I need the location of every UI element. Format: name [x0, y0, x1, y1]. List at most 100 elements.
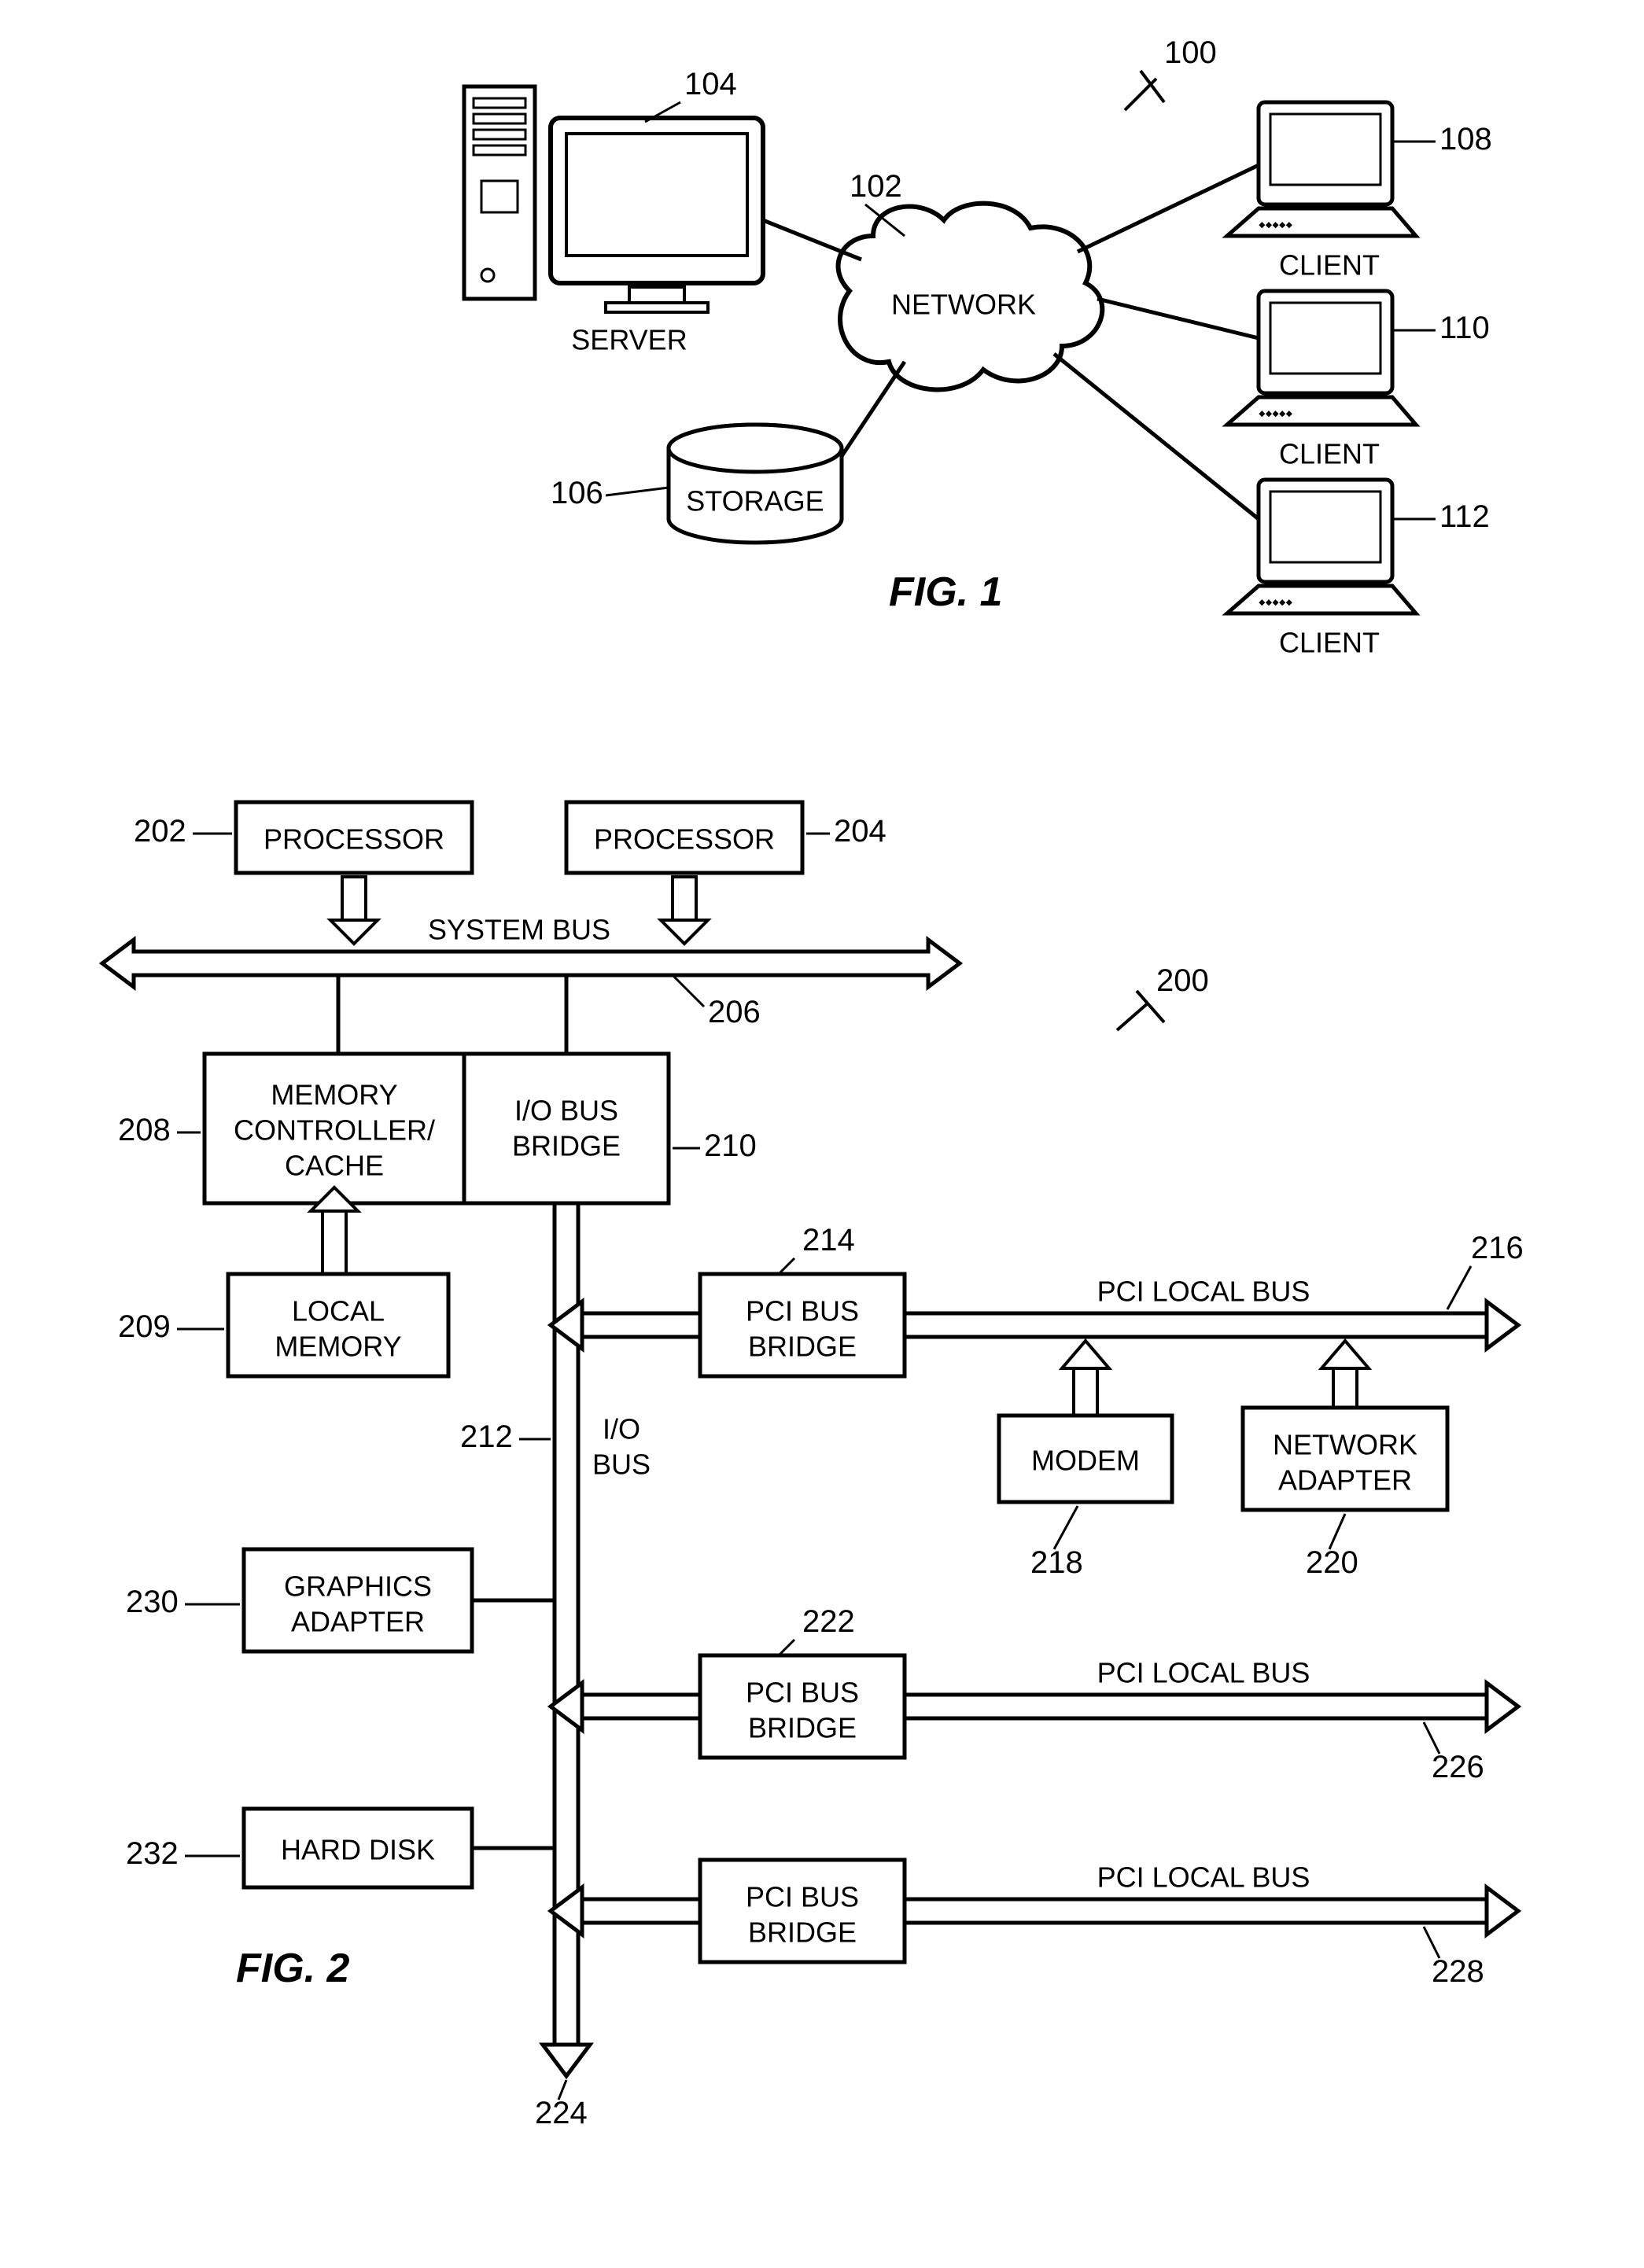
ref-206: 206 — [708, 995, 761, 1029]
client-3: ⬩⬩⬩⬩⬩ — [1227, 480, 1416, 613]
pci-local-bus-3 — [905, 1887, 1518, 1935]
leader-106 — [606, 488, 669, 495]
client-1: ⬩⬩⬩⬩⬩ — [1227, 102, 1416, 236]
modem-label: MODEM — [1031, 1445, 1140, 1477]
ref-232: 232 — [126, 1836, 179, 1871]
leader-220 — [1329, 1514, 1345, 1549]
pci-local-bus-2 — [905, 1683, 1518, 1730]
ref-230: 230 — [126, 1585, 179, 1619]
ref-210: 210 — [704, 1128, 757, 1163]
pci-local-bus-1 — [905, 1302, 1518, 1349]
ref-102: 102 — [850, 169, 902, 204]
tick-200 — [1117, 1003, 1148, 1030]
client1-label: CLIENT — [1279, 249, 1380, 282]
svg-text:⬩⬩⬩⬩⬩: ⬩⬩⬩⬩⬩ — [1259, 591, 1293, 613]
figure-1: 100 SERVER 104 NETWORK 102 STORAGE 106 — [464, 35, 1492, 659]
leader-206 — [673, 975, 704, 1007]
network-label: NETWORK — [891, 289, 1036, 321]
ref-220: 220 — [1306, 1545, 1358, 1580]
pci-local3-label: PCI LOCAL BUS — [1097, 1861, 1310, 1894]
io-bridge-box — [464, 1054, 669, 1203]
ref-226: 226 — [1432, 1750, 1484, 1784]
pci-bridge2-l1: PCI BUS — [746, 1677, 859, 1709]
ref-108: 108 — [1439, 122, 1492, 156]
svg-text:⬩⬩⬩⬩⬩: ⬩⬩⬩⬩⬩ — [1259, 403, 1293, 424]
leader-216 — [1447, 1266, 1471, 1309]
client2-label: CLIENT — [1279, 438, 1380, 470]
arrow-io-pci2 — [551, 1683, 700, 1730]
pci-bridge3-l1: PCI BUS — [746, 1881, 859, 1913]
graphics-l2: ADAPTER — [291, 1606, 425, 1638]
io-bus-l1: I/O — [603, 1413, 640, 1445]
client-2: ⬩⬩⬩⬩⬩ — [1227, 291, 1416, 425]
hard-disk-label: HARD DISK — [281, 1834, 435, 1866]
ref-200: 200 — [1156, 963, 1209, 998]
ref-112: 112 — [1439, 499, 1490, 534]
ref-212: 212 — [460, 1419, 513, 1454]
system-bus — [102, 940, 960, 987]
net-adapter-l1: NETWORK — [1273, 1429, 1417, 1461]
processor2-label: PROCESSOR — [594, 823, 775, 856]
server-label: SERVER — [571, 324, 687, 356]
line-net-c2 — [1097, 299, 1259, 338]
pci-bridge1-l1: PCI BUS — [746, 1295, 859, 1327]
io-bridge-l2: BRIDGE — [512, 1130, 621, 1162]
processor1-label: PROCESSOR — [264, 823, 444, 856]
ref-204: 204 — [834, 814, 887, 849]
ref-224: 224 — [535, 2096, 588, 2130]
leader-222 — [779, 1640, 794, 1655]
ref-110: 110 — [1439, 311, 1490, 345]
mem-ctrl-l2: CONTROLLER/ — [234, 1114, 435, 1147]
arrow-io-pci3 — [551, 1887, 700, 1935]
local-mem-l2: MEMORY — [275, 1331, 401, 1363]
arrow-io-pci1 — [551, 1302, 700, 1349]
ref-104: 104 — [684, 67, 737, 101]
arrow-netadapter — [1321, 1341, 1369, 1408]
leader-228 — [1424, 1927, 1439, 1958]
arrow-modem — [1062, 1341, 1109, 1416]
tick-100b — [1141, 71, 1164, 102]
net-adapter-l2: ADAPTER — [1278, 1464, 1412, 1497]
ref-218: 218 — [1030, 1545, 1083, 1580]
ref-228: 228 — [1432, 1954, 1484, 1989]
leader-218 — [1054, 1506, 1078, 1549]
pci-bridge2-l2: BRIDGE — [748, 1712, 857, 1744]
figure-2: 200 PROCESSOR 202 PROCESSOR 204 SYSTEM B… — [102, 802, 1524, 2130]
line-storage-network — [842, 362, 905, 456]
io-bridge-l1: I/O BUS — [514, 1095, 618, 1127]
io-bus-l2: BUS — [592, 1449, 651, 1481]
mem-ctrl-l3: CACHE — [285, 1150, 384, 1182]
pci-local1-label: PCI LOCAL BUS — [1097, 1276, 1310, 1308]
leader-226 — [1424, 1722, 1439, 1754]
mem-ctrl-l1: MEMORY — [271, 1079, 397, 1111]
storage-label: STORAGE — [686, 485, 824, 517]
pci-bridge1-l2: BRIDGE — [748, 1331, 857, 1363]
ref-202: 202 — [134, 814, 186, 849]
storage-icon — [669, 425, 842, 543]
local-mem-l1: LOCAL — [292, 1295, 385, 1327]
line-net-c1 — [1078, 165, 1259, 252]
svg-text:⬩⬩⬩⬩⬩: ⬩⬩⬩⬩⬩ — [1259, 214, 1293, 235]
fig2-title: FIG. 2 — [236, 1946, 350, 1991]
system-bus-label: SYSTEM BUS — [428, 914, 610, 946]
ref-100: 100 — [1164, 35, 1217, 70]
pci-bridge3-l2: BRIDGE — [748, 1916, 857, 1949]
leader-214 — [779, 1258, 794, 1274]
server-icon — [464, 87, 763, 312]
fig1-title: FIG. 1 — [889, 569, 1002, 615]
client3-label: CLIENT — [1279, 627, 1380, 659]
ref-222: 222 — [802, 1604, 855, 1639]
ref-209: 209 — [118, 1309, 171, 1344]
page: 100 SERVER 104 NETWORK 102 STORAGE 106 — [0, 0, 1644, 2268]
line-net-c3 — [1054, 354, 1259, 519]
ref-216: 216 — [1471, 1231, 1524, 1265]
diagram-svg: 100 SERVER 104 NETWORK 102 STORAGE 106 — [0, 0, 1644, 2268]
arrow-p1-bus — [330, 877, 378, 944]
ref-214: 214 — [802, 1223, 855, 1257]
ref-208: 208 — [118, 1113, 171, 1147]
pci-local2-label: PCI LOCAL BUS — [1097, 1657, 1310, 1689]
line-server-network — [763, 220, 861, 260]
arrow-p2-bus — [661, 877, 708, 944]
ref-106: 106 — [551, 476, 603, 510]
graphics-l1: GRAPHICS — [284, 1570, 432, 1603]
